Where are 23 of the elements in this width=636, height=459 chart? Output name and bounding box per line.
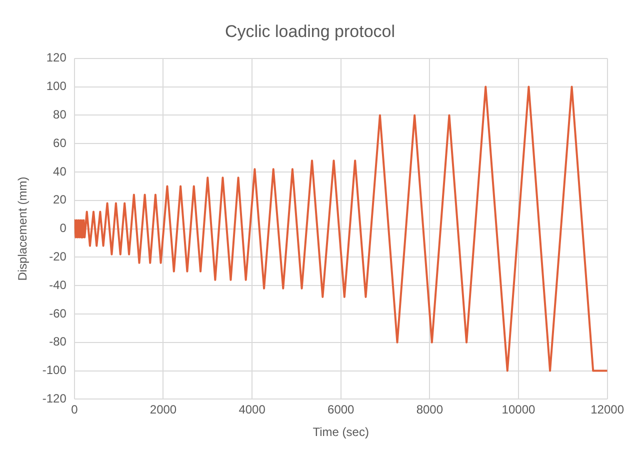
x-tick-label: 0 [71, 402, 78, 417]
y-tick-label: 20 [53, 192, 67, 207]
chart-title: Cyclic loading protocol [224, 22, 396, 41]
x-tick-label: 12000 [590, 402, 624, 417]
y-tick-label: 60 [53, 136, 67, 150]
x-tick-label: 2000 [150, 402, 177, 417]
y-axis-title: Displacement (mm) [16, 176, 30, 281]
y-tick-label: 0 [60, 221, 67, 236]
y-tick-label: 80 [53, 108, 67, 122]
y-tick-label: 120 [46, 50, 67, 65]
y-tick-label: 40 [53, 164, 67, 178]
y-tick-label: -40 [49, 278, 67, 292]
y-tick-label: -120 [42, 392, 67, 406]
y-tick-label: -20 [49, 250, 67, 264]
x-axis-title: Time (sec) [312, 425, 369, 440]
x-tick-label: 6000 [328, 402, 355, 417]
y-tick-label: 100 [46, 79, 67, 94]
y-tick-label: -60 [49, 306, 67, 320]
x-tick-label: 4000 [238, 402, 266, 417]
y-tick-label: -80 [49, 334, 67, 349]
x-tick-label: 8000 [416, 402, 444, 417]
x-tick-label: 10000 [502, 402, 536, 417]
y-tick-label: -100 [42, 363, 67, 378]
